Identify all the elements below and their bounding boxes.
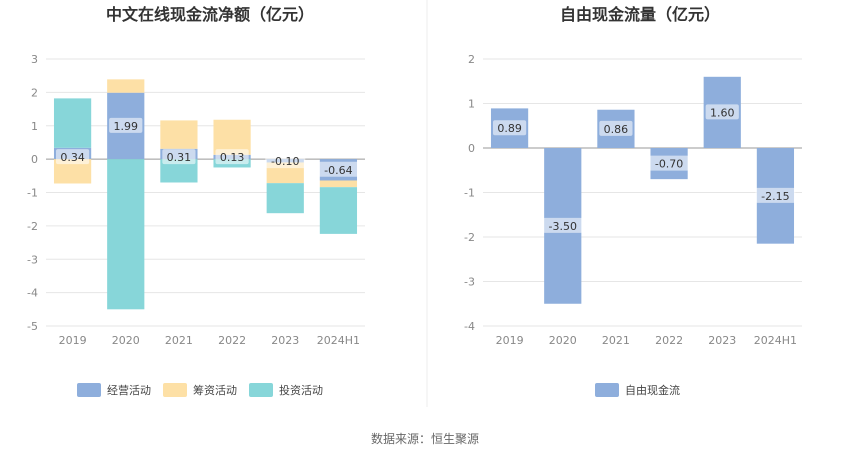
x-tick-label: 2019: [59, 334, 87, 347]
y-tick-label: -2: [27, 220, 38, 233]
data-label-bg: [215, 149, 249, 165]
y-tick-label: 0: [31, 153, 38, 166]
legend-label: 筹资活动: [193, 383, 237, 397]
y-tick-label: 2: [31, 86, 38, 99]
data-label: 1.60: [710, 106, 735, 119]
data-label: 0.13: [220, 151, 245, 164]
bar-financing: [160, 120, 198, 149]
legend-swatch: [163, 383, 187, 397]
y-tick-label: 2: [468, 53, 475, 66]
data-label: 0.86: [604, 123, 629, 136]
bar-financing: [213, 119, 251, 155]
free-cashflow-plot: 2 1 0 -1 -2 -3 -4 2019 2020 2021 2022 2023 2024H1 0.8…: [464, 53, 802, 347]
data-label-bg: [265, 153, 306, 169]
y-tick-label: -1: [464, 187, 475, 200]
legend-swatch: [595, 383, 619, 397]
data-label-bg: [755, 187, 796, 203]
data-label-bg: [109, 117, 143, 133]
bar-investing: [160, 159, 198, 183]
bar-investing: [53, 98, 92, 148]
y-tick-label: -4: [27, 287, 38, 300]
x-tick-label: 2023: [708, 334, 736, 347]
x-tick-label: 2023: [271, 334, 299, 347]
free-cashflow-legend: 自由现金流: [595, 383, 680, 397]
y-tick-label: -3: [464, 276, 475, 289]
y-tick-label: -5: [27, 320, 38, 333]
x-tick-label: 2020: [112, 334, 140, 347]
x-tick-label: 2020: [549, 334, 577, 347]
x-tick-label: 2024H1: [754, 334, 797, 347]
data-label: 0.89: [497, 122, 522, 135]
data-label: -0.10: [271, 155, 299, 168]
x-tick-label: 2021: [165, 334, 193, 347]
legend-label: 经营活动: [107, 383, 151, 397]
legend-label: 投资活动: [279, 383, 323, 397]
y-tick-label: 0: [468, 142, 475, 155]
x-tick-label: 2021: [602, 334, 630, 347]
chart-title-free-cashflow: 自由现金流量（亿元）: [560, 5, 720, 24]
x-tick-label: 2022: [218, 334, 246, 347]
y-tick-label: 1: [31, 120, 38, 133]
bar-financing: [107, 79, 145, 93]
data-label: 0.34: [60, 151, 85, 164]
bar-investing: [107, 159, 145, 310]
y-tick-label: -2: [464, 231, 475, 244]
y-tick-label: -4: [464, 320, 475, 333]
y-tick-label: 3: [31, 53, 38, 66]
data-label-bg: [55, 149, 90, 165]
x-tick-label: 2024H1: [317, 334, 360, 347]
net-cashflow-plot: 3 2 1 0 -1 -2 -3 -4 -5 2019 2020 2021 2022 2023 2024H1…: [27, 53, 365, 347]
data-label-bg: [162, 149, 196, 165]
data-label-bg: [542, 217, 583, 233]
data-label: -0.70: [655, 158, 683, 171]
bar-investing: [319, 187, 358, 234]
legend-swatch: [249, 383, 273, 397]
data-label: -3.50: [549, 220, 577, 233]
data-label-bg: [705, 104, 739, 120]
data-label-bg: [318, 161, 359, 177]
data-source-note: 数据来源：恒生聚源: [371, 431, 479, 446]
data-label-bg: [492, 120, 527, 136]
chart-title-net-cashflow: 中文在线现金流净额（亿元）: [106, 5, 314, 24]
y-tick-label: -3: [27, 253, 38, 266]
x-tick-label: 2022: [655, 334, 683, 347]
legend-swatch: [77, 383, 101, 397]
bar-investing: [266, 183, 304, 214]
data-label: 1.99: [114, 120, 139, 133]
y-tick-label: -1: [27, 187, 38, 200]
data-label: 0.31: [167, 151, 192, 164]
data-label: -0.64: [324, 164, 352, 177]
x-tick-label: 2019: [496, 334, 524, 347]
net-cashflow-legend: 经营活动 筹资活动 投资活动: [77, 383, 323, 397]
y-tick-label: 1: [468, 98, 475, 111]
bar-financing: [319, 180, 358, 188]
data-label-bg: [649, 155, 690, 171]
data-label-bg: [599, 120, 633, 136]
data-label: -2.15: [761, 190, 789, 203]
legend-label: 自由现金流: [625, 383, 680, 397]
